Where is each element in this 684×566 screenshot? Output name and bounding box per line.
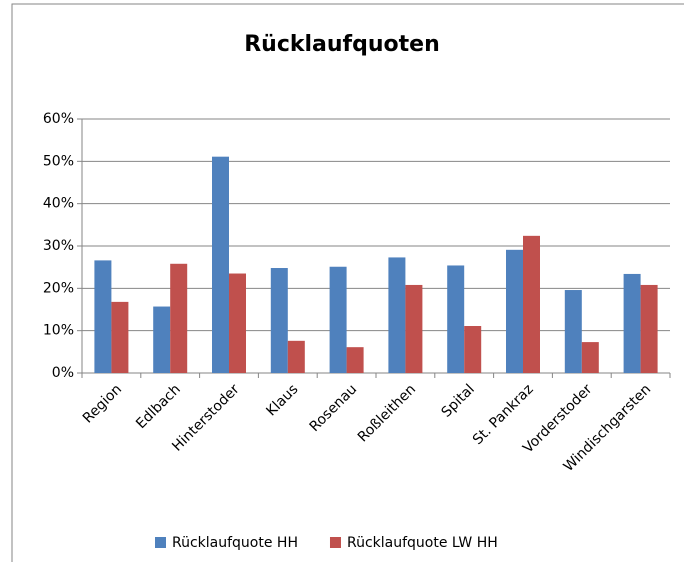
legend-swatch xyxy=(329,537,341,548)
bar xyxy=(270,268,288,373)
y-tick-label: 60% xyxy=(43,111,74,127)
bar xyxy=(447,265,465,373)
bar xyxy=(564,290,582,373)
bar xyxy=(506,249,523,373)
legend-swatch xyxy=(155,537,166,548)
y-tick-label: 0% xyxy=(52,365,74,381)
x-tick-label: Rosenau xyxy=(307,381,361,435)
bar xyxy=(581,342,599,373)
y-tick-label: 50% xyxy=(43,153,74,169)
legend-label: Rücklaufquote HH xyxy=(172,535,298,551)
bar xyxy=(405,284,423,373)
x-tick-label: Region xyxy=(80,381,125,426)
legend-label: Rücklaufquote LW HH xyxy=(347,535,498,551)
bar xyxy=(170,263,188,373)
bar xyxy=(111,301,129,373)
chart-title: Rücklaufquoten xyxy=(244,32,440,57)
bar xyxy=(346,347,364,373)
x-tick-label: Klaus xyxy=(263,381,301,419)
bar xyxy=(640,284,658,373)
x-tick-label: Spital xyxy=(439,381,478,420)
y-tick-label: 40% xyxy=(43,196,74,212)
bar xyxy=(523,235,540,373)
x-tick-label: Roßleithen xyxy=(355,381,419,445)
bar xyxy=(229,273,246,373)
bar xyxy=(464,326,482,373)
bar xyxy=(153,306,171,373)
x-tick-label: Edlbach xyxy=(133,381,184,432)
y-tick-label: 30% xyxy=(43,238,74,254)
chart-frame xyxy=(11,3,684,566)
bar xyxy=(212,156,229,373)
bar xyxy=(94,260,112,373)
y-tick-label: 10% xyxy=(43,323,74,339)
y-tick-label: 20% xyxy=(43,280,74,296)
bar xyxy=(287,340,305,373)
bar xyxy=(623,273,641,373)
bar xyxy=(388,257,406,373)
bar xyxy=(329,266,347,373)
